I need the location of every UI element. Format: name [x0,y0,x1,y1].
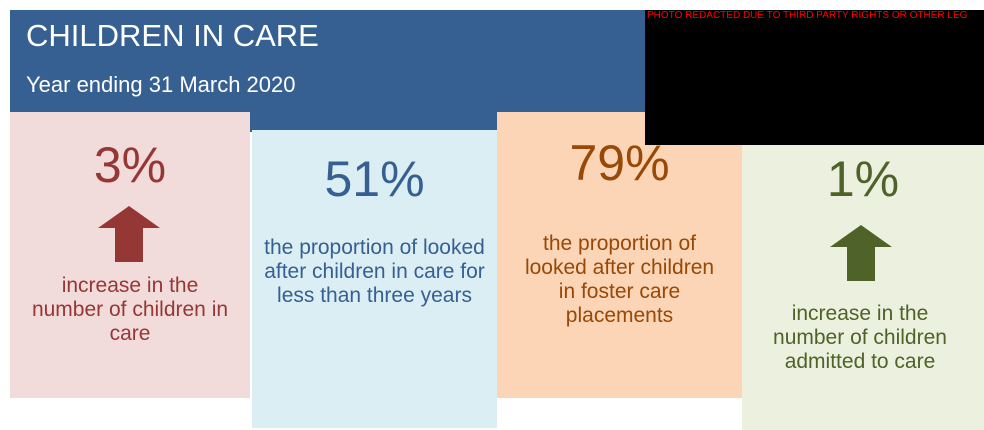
stat-card: 51% the proportion of looked after child… [252,130,497,428]
stat-figure: 51% [324,151,425,207]
redaction-notice: PHOTO REDACTED DUE TO THIRD PARTY RIGHTS… [647,10,968,21]
redacted-photo: PHOTO REDACTED DUE TO THIRD PARTY RIGHTS… [645,10,984,145]
stat-figure: 3% [93,137,167,193]
stat-text: increase in the number of children in ca… [31,274,229,345]
subtitle: Year ending 31 March 2020 [26,72,296,97]
title: CHILDREN IN CARE [26,18,319,53]
up-arrow [830,225,892,281]
stat-figure: 1% [826,151,900,207]
stat-text: increase in the number of children admit… [773,302,947,373]
up-arrow [98,206,160,262]
stat-text: the proportion of looked after children … [524,232,715,327]
stat-card: 1% increase in the number of children ad… [742,112,984,430]
header-band [10,10,645,112]
stat-card: 79% the proportion of looked after child… [497,112,742,398]
stat-card: 3% increase in the number of children in… [10,112,250,398]
stat-text: the proportion of looked after children … [264,236,485,307]
header-band-extension [250,100,497,132]
